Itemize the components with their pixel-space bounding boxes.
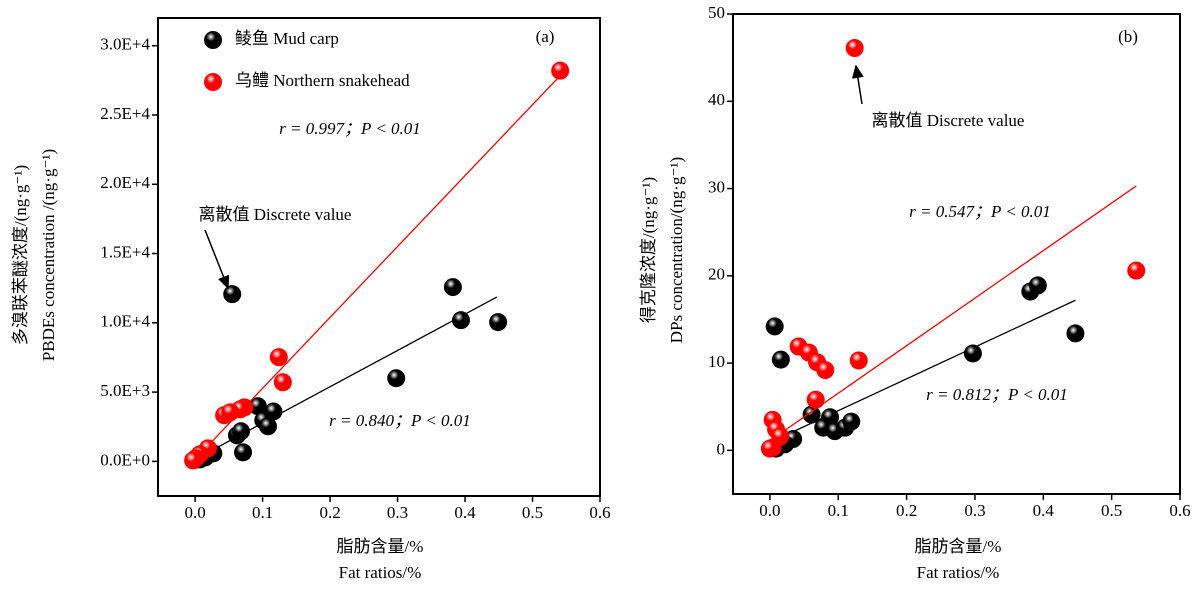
x-tick-label: 0.5 <box>522 503 543 522</box>
point <box>443 278 462 297</box>
point <box>842 412 861 431</box>
annotation-arrow <box>851 64 864 105</box>
point <box>1066 324 1085 343</box>
annotation: r = 0.997；P < 0.01 <box>279 119 421 138</box>
point <box>489 313 508 332</box>
x-axis-label: Fat ratios/% <box>339 563 422 582</box>
point <box>273 373 292 392</box>
x-tick-label: 0.0 <box>759 501 780 520</box>
y-axis-label: PBDEs concentration /(ng·g⁻¹) <box>39 149 58 361</box>
point <box>184 451 203 470</box>
y-tick-label: 50 <box>708 3 725 22</box>
point <box>760 439 779 458</box>
y-axis-label: 多溴联苯醚浓度/(ng·g⁻¹) <box>11 165 30 345</box>
point <box>765 317 784 336</box>
x-tick-label: 0.3 <box>964 501 985 520</box>
annotation: (b) <box>1118 27 1138 46</box>
point <box>806 390 825 409</box>
x-tick-label: 0.5 <box>1101 501 1122 520</box>
fit-line <box>769 185 1137 442</box>
fit-line <box>192 70 566 462</box>
x-tick-label: 0.1 <box>828 501 849 520</box>
y-axis-label: 得克隆浓度/(ng·g⁻¹) <box>639 177 658 323</box>
x-tick-label: 0.4 <box>454 503 476 522</box>
y-tick-label: 40 <box>708 90 725 109</box>
y-tick-label: 1.5E+4 <box>100 242 150 261</box>
point <box>963 344 982 363</box>
annotation: 离散值 Discrete value <box>199 205 352 224</box>
y-tick-label: 1.0E+4 <box>100 312 150 331</box>
x-tick-label: 0.6 <box>1169 501 1190 520</box>
annotation: 离散值 Discrete value <box>872 111 1025 130</box>
point <box>845 39 864 58</box>
point <box>816 361 835 380</box>
y-tick-label: 0.0E+0 <box>100 450 150 469</box>
point <box>248 397 267 416</box>
legend-marker <box>204 31 222 49</box>
y-tick-label: 30 <box>708 177 725 196</box>
y-tick-label: 20 <box>708 265 725 284</box>
point <box>232 422 251 441</box>
point <box>387 369 406 388</box>
x-tick-label: 0.4 <box>1033 501 1055 520</box>
x-axis-label: 脂肪含量/% <box>337 537 424 556</box>
annotation: (a) <box>536 27 555 46</box>
y-axis-label: DPs concentration/(ng·g⁻¹) <box>667 157 686 343</box>
x-tick-label: 0.1 <box>252 503 273 522</box>
x-tick-label: 0.6 <box>589 503 610 522</box>
plot-frame <box>157 17 601 497</box>
x-tick-label: 0.0 <box>184 503 205 522</box>
x-tick-label: 0.2 <box>896 501 917 520</box>
point <box>551 61 570 80</box>
y-tick-label: 0 <box>717 439 726 458</box>
x-tick-label: 0.3 <box>387 503 408 522</box>
point <box>269 348 288 367</box>
plot-frame <box>732 13 1181 495</box>
point <box>234 443 253 462</box>
x-axis-label: 脂肪含量/% <box>915 537 1002 556</box>
point <box>258 417 277 436</box>
point <box>451 311 470 330</box>
annotation: r = 0.840；P < 0.01 <box>329 411 471 430</box>
legend-label: 乌鳢 Northern snakehead <box>235 71 410 90</box>
point <box>771 350 790 369</box>
y-tick-label: 3.0E+4 <box>100 35 150 54</box>
point <box>1028 276 1047 295</box>
point <box>849 351 868 370</box>
point <box>1127 261 1146 280</box>
x-axis-label: Fat ratios/% <box>917 563 1000 582</box>
y-tick-label: 5.0E+3 <box>100 381 150 400</box>
y-tick-label: 2.0E+4 <box>100 173 150 192</box>
point <box>802 405 821 424</box>
y-tick-label: 10 <box>708 352 725 371</box>
annotation: r = 0.547；P < 0.01 <box>909 202 1051 221</box>
annotation-arrow <box>204 229 230 290</box>
fit-line <box>769 299 1076 444</box>
x-tick-label: 0.2 <box>319 503 340 522</box>
point <box>221 403 240 422</box>
point <box>223 285 242 304</box>
legend-marker <box>204 73 222 91</box>
y-tick-label: 2.5E+4 <box>100 104 150 123</box>
legend-label: 鲮鱼 Mud carp <box>235 29 339 48</box>
annotation: r = 0.812；P < 0.01 <box>926 385 1068 404</box>
